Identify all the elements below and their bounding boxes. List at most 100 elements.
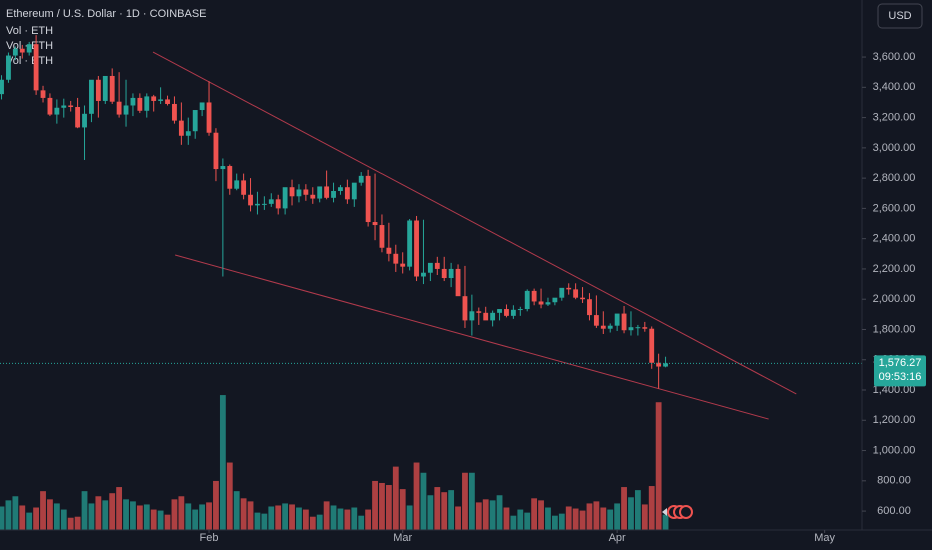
- x-tick-label: Feb: [200, 532, 219, 544]
- volume-bar: [607, 509, 614, 530]
- volume-bar: [185, 503, 192, 530]
- currency-label[interactable]: USD: [888, 10, 911, 22]
- candle-body: [206, 102, 212, 133]
- y-tick-label: 2,200.00: [873, 263, 916, 275]
- last-price-box: [874, 355, 926, 387]
- candle-body: [407, 220, 413, 267]
- volume-bar: [614, 503, 621, 530]
- volume-bar: [579, 510, 586, 530]
- volume-bar: [47, 499, 53, 530]
- candle-body: [351, 182, 357, 200]
- y-tick-label: 1,000.00: [873, 444, 916, 456]
- volume-bar: [448, 490, 455, 530]
- candle-body: [261, 203, 267, 205]
- currency-button[interactable]: [877, 3, 923, 29]
- volume-bar: [517, 509, 524, 530]
- candle-body: [172, 103, 177, 121]
- volume-bar: [662, 514, 669, 530]
- volume-bar: [143, 504, 150, 530]
- volume-bar: [219, 395, 226, 530]
- candle-body: [40, 90, 46, 98]
- volume-bar: [572, 508, 579, 530]
- volume-bar: [0, 506, 5, 530]
- volume-bar: [482, 499, 489, 530]
- volume-bar: [462, 472, 468, 530]
- volume-bar: [600, 507, 607, 530]
- volume-bar: [136, 505, 143, 530]
- candle-body: [95, 79, 101, 101]
- volume-bar: [226, 462, 233, 530]
- volume-bar: [261, 513, 268, 530]
- volume-bar: [496, 495, 503, 530]
- candle-body: [600, 325, 606, 329]
- volume-bar: [130, 501, 136, 530]
- candle-body: [331, 190, 336, 198]
- volume-bar: [392, 466, 399, 530]
- volume-bar: [558, 513, 565, 530]
- volume-bar: [95, 496, 102, 530]
- candle-body: [663, 363, 668, 367]
- indicator-label: Vol · ETH: [6, 25, 53, 37]
- candle-body: [400, 263, 406, 267]
- volume-bar: [323, 501, 330, 530]
- volume-bar: [641, 504, 648, 530]
- volume-bar: [455, 506, 461, 530]
- y-tick-label: 2,400.00: [873, 233, 916, 245]
- candle-body: [469, 311, 475, 321]
- candle-body: [19, 48, 25, 53]
- candle-body: [282, 187, 288, 209]
- candle-body: [358, 175, 364, 183]
- candle-body: [213, 132, 219, 170]
- candle-body: [185, 131, 191, 136]
- last-price-label: 1,576.27: [879, 357, 922, 369]
- volume-bar: [247, 501, 254, 530]
- candle-body: [372, 222, 378, 226]
- volume-bar: [628, 497, 634, 530]
- volume-bar: [254, 512, 261, 530]
- volume-bar: [337, 508, 344, 530]
- volume-bar: [427, 495, 434, 530]
- volume-bar: [240, 498, 247, 530]
- candle-body: [33, 44, 39, 91]
- volume-bar: [268, 506, 275, 530]
- candle-body: [621, 313, 627, 331]
- volume-bar: [565, 506, 572, 530]
- candle-body: [151, 96, 157, 101]
- volume-bar: [5, 500, 12, 530]
- volume-bar: [282, 503, 289, 530]
- volume-bar: [551, 515, 558, 530]
- candle-body: [89, 79, 94, 114]
- candle-body: [220, 166, 226, 170]
- candle-body: [255, 203, 260, 206]
- candle-body: [344, 187, 350, 200]
- candle-body: [441, 268, 447, 279]
- candle-body: [338, 187, 343, 191]
- candle-body: [587, 299, 592, 316]
- volume-bar: [379, 482, 385, 530]
- candle-body: [531, 290, 537, 302]
- candle-body: [510, 309, 516, 316]
- volume-bar: [655, 402, 662, 530]
- countdown-label: 09:53:16: [879, 371, 922, 383]
- candle-body: [462, 296, 468, 321]
- candle-body: [566, 287, 572, 290]
- volume-bar: [420, 472, 427, 530]
- candle-body: [607, 325, 613, 329]
- y-tick-label: 2,600.00: [873, 202, 916, 214]
- volume-bar: [33, 507, 40, 530]
- candle-body: [227, 166, 233, 189]
- candle-body: [614, 313, 620, 326]
- candle-body: [275, 199, 281, 209]
- candle-body: [296, 189, 302, 197]
- candle-body: [649, 328, 655, 363]
- candle-body: [102, 75, 108, 101]
- candle-body: [517, 309, 523, 311]
- y-tick-label: 3,400.00: [873, 81, 916, 93]
- plot-area: [0, 35, 862, 530]
- candle-body: [199, 102, 205, 111]
- volume-bar: [116, 487, 123, 530]
- candle-body: [12, 48, 18, 56]
- volume-bar: [109, 493, 116, 530]
- volume-bar: [441, 492, 448, 530]
